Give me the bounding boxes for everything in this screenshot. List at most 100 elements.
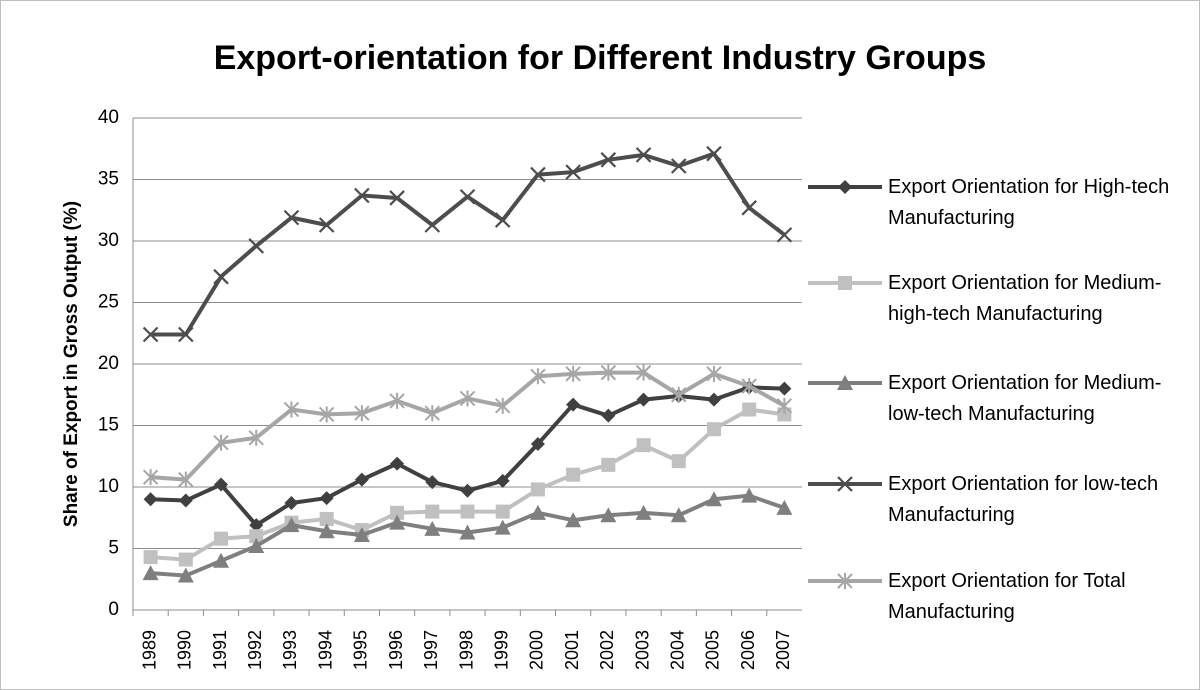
marker (213, 434, 229, 451)
series-line (150, 151, 786, 337)
marker (494, 212, 511, 228)
marker (248, 429, 264, 446)
marker (389, 392, 405, 409)
x-tick-label: 1995 (351, 630, 371, 670)
marker (530, 368, 546, 385)
marker (142, 469, 159, 486)
marker (705, 491, 722, 507)
marker (353, 526, 370, 542)
marker (530, 482, 545, 497)
marker (636, 392, 651, 407)
marker (389, 514, 406, 530)
marker (319, 491, 334, 506)
marker (249, 529, 264, 544)
marker (249, 518, 264, 533)
y-tick-label: 5 (108, 538, 119, 559)
y-tick-label: 40 (98, 107, 119, 128)
x-tick-label: 2005 (703, 630, 723, 670)
marker (178, 552, 193, 567)
marker (601, 457, 616, 472)
x-tick-label: 1993 (280, 630, 300, 670)
x-tick-label: 2006 (738, 630, 758, 670)
marker (777, 407, 792, 422)
x-tick-label: 2007 (773, 630, 793, 670)
marker (177, 567, 194, 583)
marker (213, 268, 229, 285)
marker (838, 180, 852, 194)
marker (390, 456, 405, 471)
x-tick-label: 1990 (175, 630, 195, 670)
chart-title: Export-orientation for Different Industr… (214, 39, 987, 77)
y-tick-label: 10 (98, 476, 119, 497)
marker (459, 188, 476, 205)
series-line (150, 385, 785, 528)
marker (600, 507, 617, 523)
marker (495, 473, 510, 488)
marker (706, 422, 721, 437)
x-tick-label: 2002 (597, 630, 617, 670)
marker (530, 166, 546, 183)
marker (670, 158, 687, 174)
marker (706, 145, 722, 162)
marker (776, 227, 793, 243)
x-tick-label: 1997 (421, 630, 441, 670)
marker (566, 467, 581, 482)
y-tick-label: 20 (98, 353, 119, 374)
x-tick-label: 2004 (668, 630, 688, 670)
x-tick-label: 2000 (527, 630, 547, 670)
y-axis-label: Share of Export in Gross Output (%) (61, 201, 82, 527)
marker (600, 152, 617, 168)
x-tick-label: 1991 (210, 630, 230, 670)
marker (776, 499, 793, 515)
marker (635, 147, 652, 163)
marker (143, 550, 158, 565)
marker (284, 495, 299, 510)
marker (178, 326, 194, 343)
marker (741, 378, 757, 395)
marker (390, 505, 405, 520)
marker (248, 538, 265, 554)
marker (837, 375, 853, 390)
marker (214, 477, 229, 492)
marker (424, 217, 441, 233)
marker (283, 517, 300, 533)
marker (424, 405, 440, 422)
y-tick-label: 35 (98, 169, 119, 190)
y-tick-label: 0 (108, 599, 119, 620)
marker (565, 365, 581, 382)
marker (283, 401, 300, 418)
marker (636, 438, 651, 453)
marker (741, 487, 758, 503)
marker (178, 471, 194, 488)
marker (142, 565, 159, 581)
marker (319, 511, 334, 526)
marker (459, 524, 476, 540)
marker (776, 397, 793, 414)
marker (670, 507, 687, 523)
series-line (150, 370, 786, 482)
marker (837, 476, 853, 492)
marker (460, 504, 475, 519)
marker (459, 390, 476, 407)
x-tick-label: 1989 (139, 630, 159, 670)
marker (566, 397, 581, 412)
x-tick-label: 2001 (562, 630, 582, 670)
marker (635, 364, 652, 381)
marker (635, 504, 652, 520)
legend-label: Export Orientation for low-tech Manufact… (888, 473, 1159, 526)
marker (494, 519, 511, 535)
marker (460, 483, 475, 498)
marker (213, 552, 230, 568)
marker (425, 475, 440, 490)
marker (248, 238, 265, 254)
y-tick-label: 15 (98, 415, 119, 436)
legend-label: Export Orientation for High-tech Manufac… (888, 176, 1170, 229)
x-tick-label: 2003 (632, 630, 652, 670)
marker (354, 187, 370, 204)
x-tick-label: 1998 (456, 630, 476, 670)
marker (530, 436, 545, 451)
marker (529, 504, 546, 520)
marker (425, 504, 440, 519)
marker (600, 364, 617, 381)
